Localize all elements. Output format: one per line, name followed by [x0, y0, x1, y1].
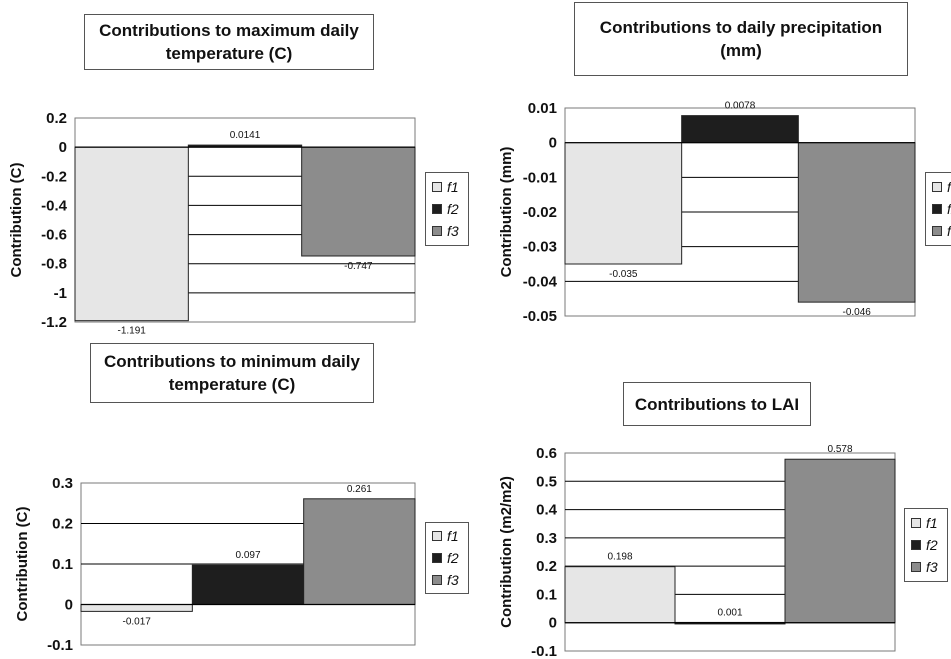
legend-swatch-f3 [932, 226, 942, 236]
y-tick-label: -0.01 [523, 169, 557, 186]
bar-f3 [303, 498, 416, 605]
bar-f2 [681, 115, 799, 144]
bar-f1 [80, 604, 193, 612]
chart-title: Contributions to minimum daily temperatu… [90, 343, 374, 403]
legend-swatch-f2 [432, 204, 442, 214]
y-axis-label: Contribution (C) [8, 163, 25, 278]
y-tick-label: -1 [54, 285, 67, 302]
y-tick-label: 0.3 [52, 475, 73, 492]
legend-label: f1 [447, 179, 459, 195]
y-tick-label: -0.8 [41, 256, 67, 273]
data-label: 0.0078 [725, 101, 756, 112]
data-label: -0.035 [609, 269, 638, 280]
data-label: 0.198 [607, 552, 632, 563]
y-tick-label: 0.1 [52, 556, 73, 573]
legend-swatch-f2 [432, 553, 442, 563]
bar-f3 [797, 142, 916, 303]
legend-swatch-f2 [911, 540, 921, 550]
legend-label: f1 [947, 179, 951, 195]
legend-label: f3 [926, 559, 938, 575]
bar-f3 [784, 458, 896, 624]
y-tick-label: 0.1 [536, 586, 557, 603]
data-label: -0.747 [344, 261, 373, 272]
y-tick-label: 0.3 [536, 530, 557, 547]
data-label: 0.261 [347, 484, 372, 495]
legend-swatch-f3 [432, 575, 442, 585]
y-tick-label: 0 [549, 615, 557, 632]
chart-panel-lai: Contributions to LAI 0.6 0.5 0.4 0.3 0.2 0.1 0… [476, 329, 951, 659]
legend-label: f1 [447, 528, 459, 544]
data-label: -1.191 [117, 326, 146, 337]
legend-swatch-f1 [932, 182, 942, 192]
y-axis-label: Contribution (m2/m2) [498, 476, 515, 628]
legend-swatch-f1 [432, 182, 442, 192]
y-tick-label: 0.6 [536, 445, 557, 462]
bar-f1 [74, 146, 189, 322]
chart-title: Contributions to daily precipitation (mm… [574, 2, 908, 76]
legend-label: f1 [926, 515, 938, 531]
bar-f1 [564, 142, 683, 265]
y-tick-label: 0.5 [536, 473, 557, 490]
legend-swatch-f2 [932, 204, 942, 214]
legend-swatch-f1 [911, 518, 921, 528]
bar-f3 [301, 146, 416, 257]
y-tick-label: -0.1 [47, 637, 73, 654]
legend-label: f3 [447, 572, 459, 588]
y-axis-label: Contribution (C) [14, 507, 31, 622]
y-tick-label: -0.2 [41, 168, 67, 185]
chart-svg: 0.3 0.2 0.1 0 -0.1 -0.017 0.097 0.261 Contributi… [14, 475, 416, 654]
legend-label: f3 [447, 223, 459, 239]
legend: f1 f2 f3 [904, 508, 948, 582]
y-tick-label: -0.02 [523, 204, 557, 221]
data-label: 0.0141 [230, 130, 261, 141]
y-tick-label: -0.6 [41, 227, 67, 244]
legend: f1 f2 f3 [425, 172, 469, 246]
chart-panel-precip: Contributions to daily precipitation (mm… [476, 0, 951, 330]
y-tick-label: 0.2 [46, 110, 67, 127]
chart-panel-tmax: Contributions to maximum daily temperatu… [0, 0, 476, 337]
legend-label: f2 [447, 201, 459, 217]
legend: f1 f2 f3 [425, 522, 469, 594]
legend-label: f2 [447, 550, 459, 566]
y-tick-label: 0.4 [536, 502, 558, 519]
chart-svg: 0.2 0 -0.2 -0.4 -0.6 -0.8 -1 -1.2 -1.191 0.0141 -0… [8, 110, 416, 337]
y-tick-label: 0 [59, 139, 67, 156]
y-tick-label: -0.04 [523, 273, 558, 290]
legend-label: f2 [926, 537, 938, 553]
y-tick-label: -0.1 [531, 643, 557, 659]
data-label: 0.578 [827, 444, 852, 455]
y-tick-label: 0 [549, 135, 557, 152]
y-axis-label: Contribution (mm) [498, 147, 515, 278]
y-tick-label: 0 [65, 597, 73, 614]
chart-title: Contributions to maximum daily temperatu… [84, 14, 374, 70]
legend-swatch-f3 [911, 562, 921, 572]
y-tick-label: -0.03 [523, 239, 557, 256]
legend-label: f3 [947, 223, 951, 239]
y-tick-label: -0.4 [41, 197, 68, 214]
legend-label: f2 [947, 201, 951, 217]
legend-swatch-f1 [432, 531, 442, 541]
chart-svg: 0.01 0 -0.01 -0.02 -0.03 -0.04 -0.05 -0.035 0.00… [498, 100, 916, 325]
y-tick-label: -0.05 [523, 308, 557, 325]
data-label: -0.017 [122, 616, 151, 627]
data-label: 0.001 [717, 607, 742, 618]
chart-svg: 0.6 0.5 0.4 0.3 0.2 0.1 0 -0.1 0.198 0.001 0.578 Co… [498, 444, 896, 659]
legend-swatch-f3 [432, 226, 442, 236]
bar-f2 [191, 564, 305, 605]
data-label: 0.097 [235, 550, 260, 561]
bar-f1 [564, 566, 676, 624]
y-tick-label: 0.2 [52, 516, 73, 533]
data-label: -0.046 [842, 307, 871, 318]
chart-title: Contributions to LAI [623, 382, 811, 426]
y-tick-label: -1.2 [41, 314, 67, 331]
legend: f1 f2 f3 [925, 172, 951, 246]
y-tick-label: 0.01 [528, 100, 557, 117]
chart-panel-tmin: Contributions to minimum daily temperatu… [0, 329, 476, 659]
y-tick-label: 0.2 [536, 558, 557, 575]
